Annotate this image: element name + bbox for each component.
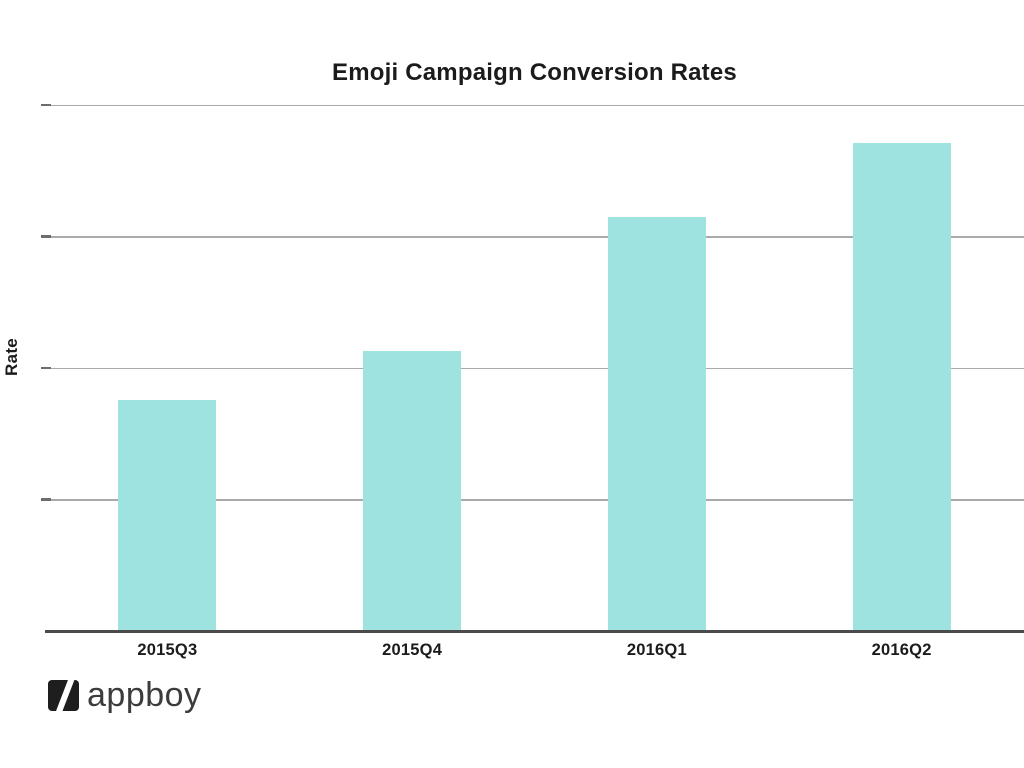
chart-title: Emoji Campaign Conversion Rates	[332, 59, 737, 86]
x-axis-line	[45, 630, 1024, 633]
x-tick-label: 2016Q1	[626, 641, 687, 659]
x-axis-labels: 2015Q3 2015Q4 2016Q1 2016Q2	[45, 641, 1024, 665]
plot-area	[41, 103, 1024, 631]
y-tick	[41, 366, 51, 370]
bar-2015Q3	[118, 399, 217, 631]
bar-2016Q2	[852, 143, 951, 631]
y-tick	[41, 235, 51, 238]
x-tick-label: 2016Q2	[871, 641, 932, 659]
slash-icon	[54, 680, 76, 711]
appboy-logo: appboy	[48, 676, 202, 714]
gridline	[41, 103, 1024, 107]
y-tick	[41, 103, 51, 107]
appboy-logo-mark-icon	[48, 680, 79, 711]
x-tick-label: 2015Q4	[382, 641, 443, 659]
appboy-wordmark: appboy	[87, 676, 202, 714]
gridline	[41, 498, 1024, 501]
bar-2015Q4	[363, 350, 462, 631]
x-tick-label: 2015Q3	[137, 641, 198, 659]
gridline	[41, 366, 1024, 370]
bar-2016Q1	[607, 216, 706, 631]
y-tick	[41, 498, 51, 501]
gridline	[41, 235, 1024, 238]
y-axis-label: Rate	[2, 337, 21, 377]
